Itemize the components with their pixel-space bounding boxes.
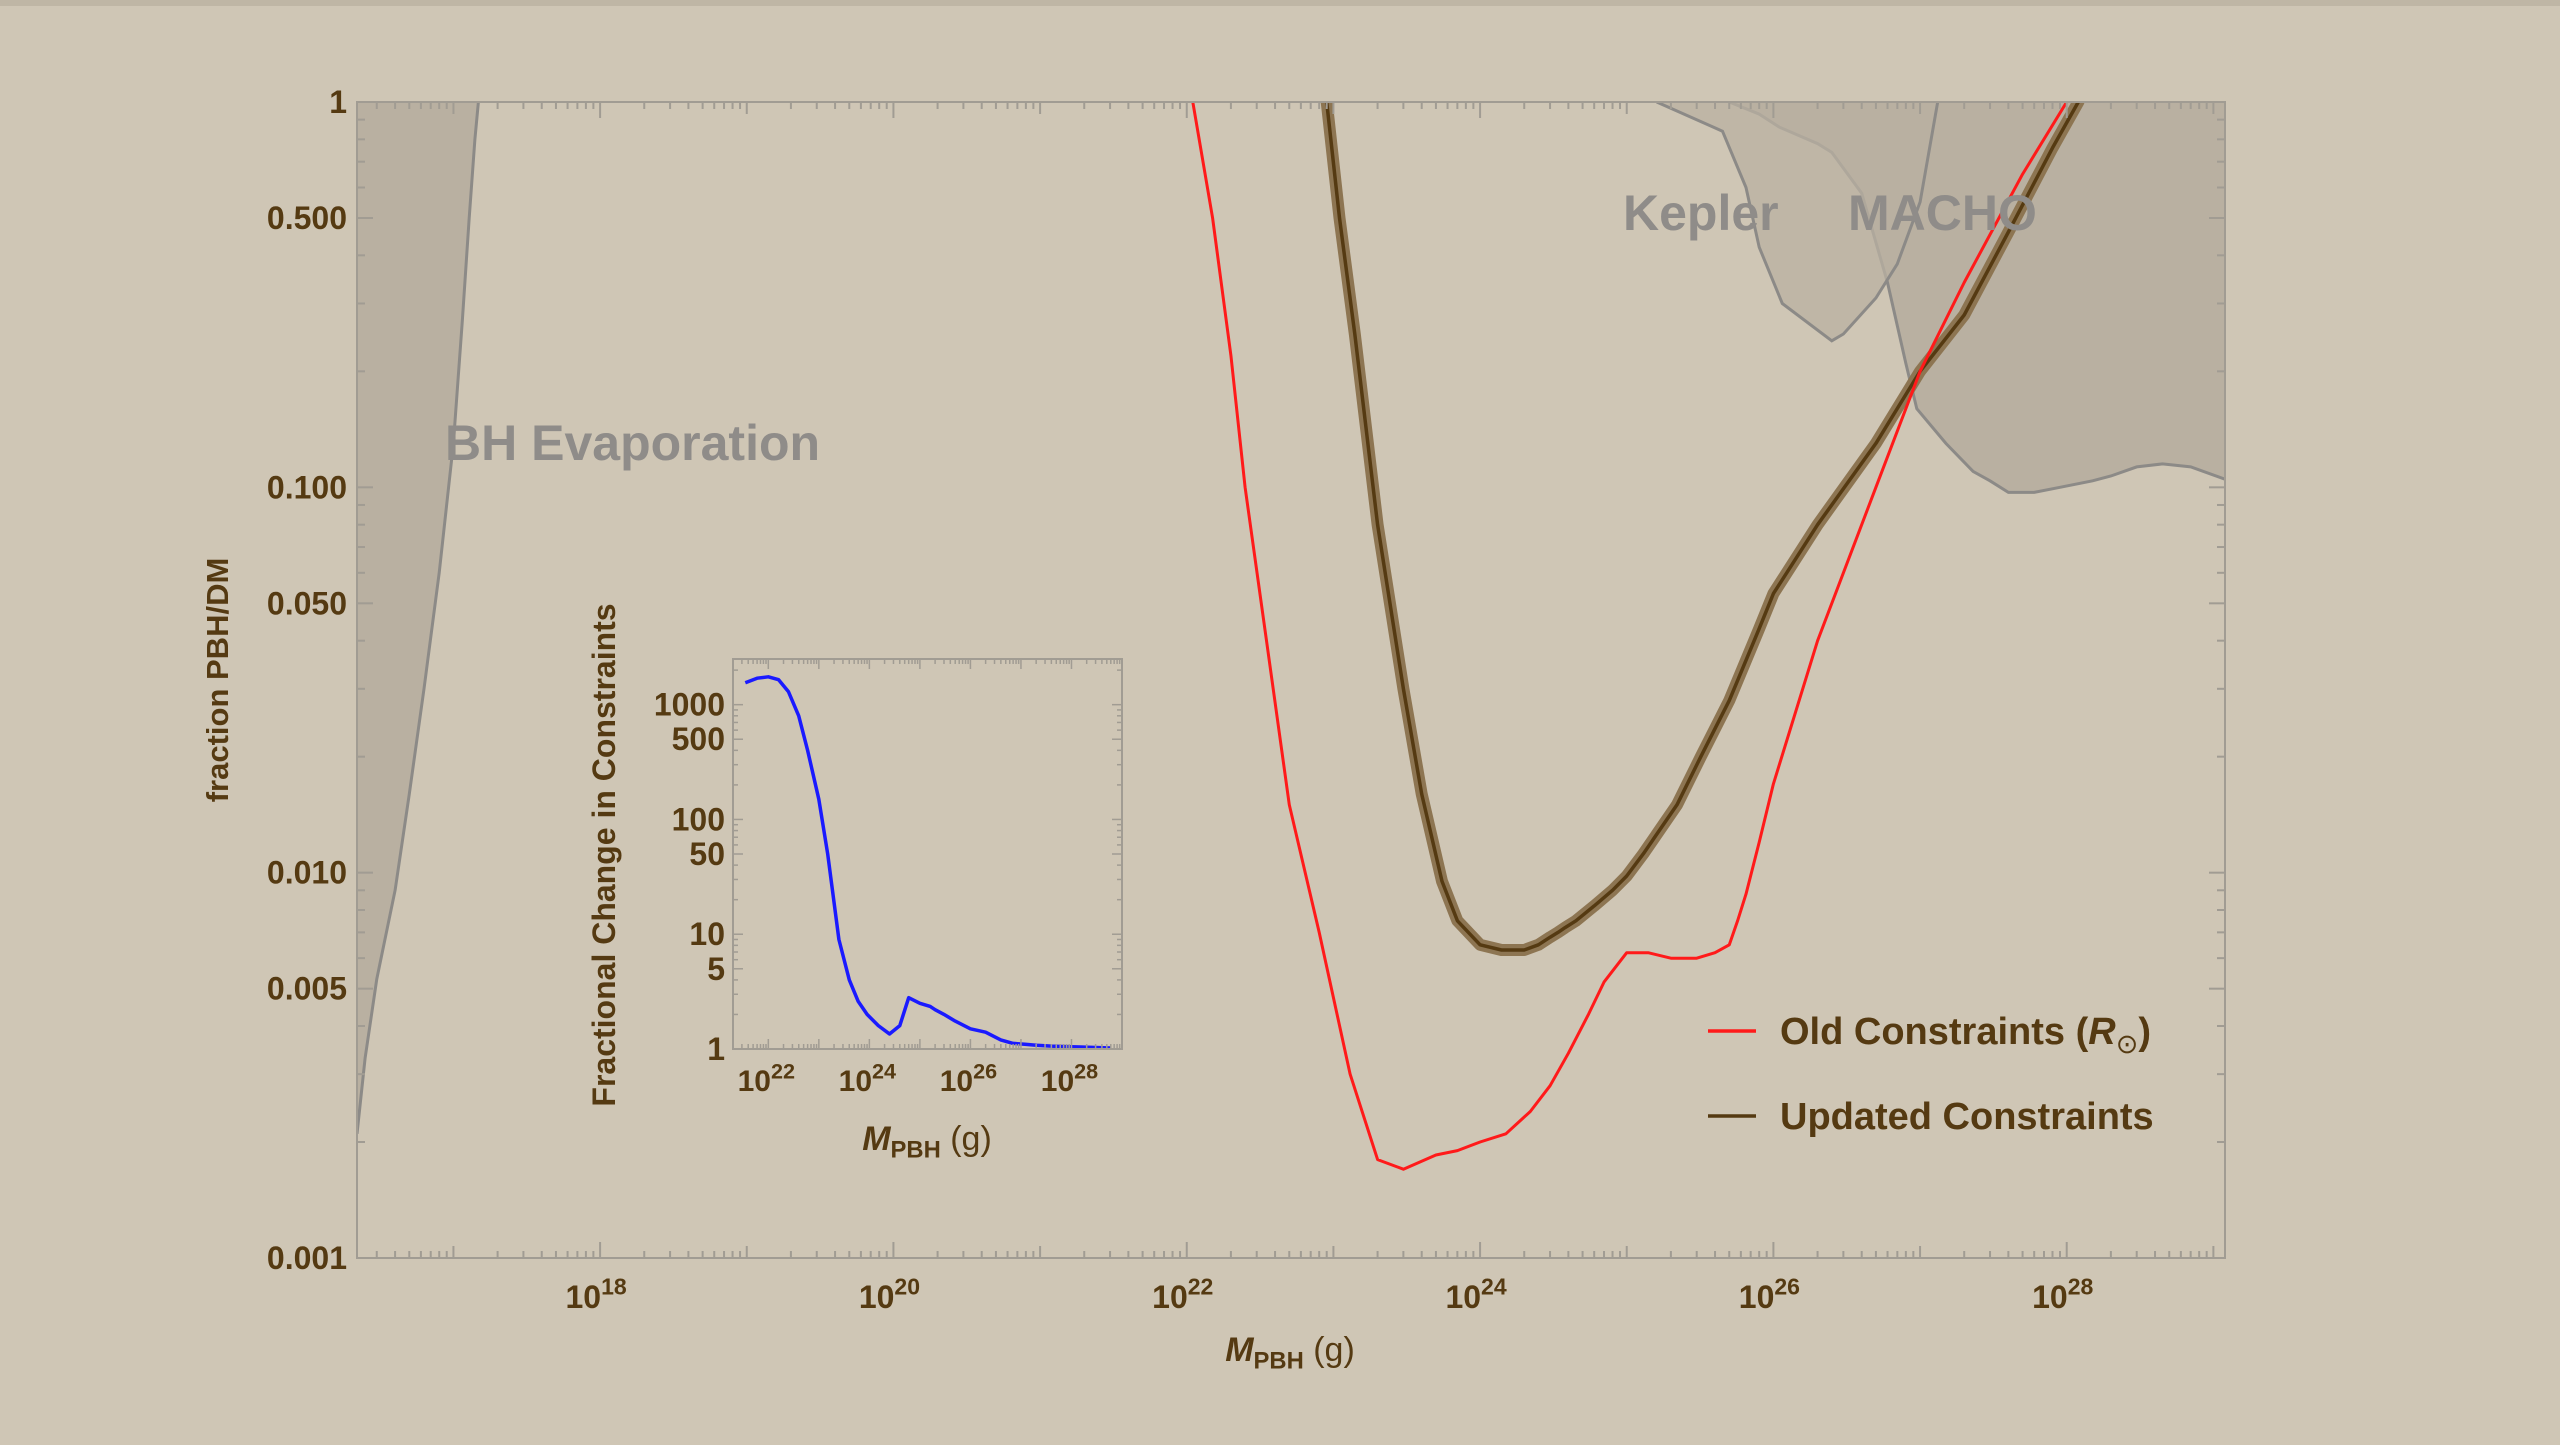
inset-plot-area [733,659,1122,1049]
x-tick-label-22-exp: 22 [1188,1274,1214,1300]
region-label-kepler: Kepler [1623,185,1779,241]
x-tick-label-24-base: 10 [1445,1279,1481,1315]
legend-label: Old Constraints (R⊙) [1780,1011,2151,1059]
inset-x-tick-label-26-base: 10 [940,1065,973,1098]
region-label-macho: MACHO [1848,185,2037,241]
x-tick-label-24-exp: 24 [1481,1274,1507,1300]
x-tick-label-20: 1020 [859,1274,920,1315]
x-tick-label-24: 1024 [1445,1274,1506,1315]
x-tick-label-26-exp: 26 [1774,1274,1800,1300]
region-bh-evaporation [357,102,479,1134]
region-kepler [1656,102,1938,341]
x-tick-label-26-base: 10 [1739,1279,1775,1315]
inset-x-axis-label-symbol: M [862,1120,891,1158]
inset-x-tick-label-24: 1024 [839,1058,896,1098]
legend: Old Constraints (R⊙) Updated Constraints [1708,1011,2154,1138]
plot-frame [356,101,2226,1259]
inset-x-tick-label-28-base: 10 [1041,1065,1074,1098]
inset-x-axis-label: MPBH (g) [862,1120,992,1163]
inset-x-tick-label-22-base: 10 [738,1065,771,1098]
legend-label: Updated Constraints [1780,1096,2154,1138]
legend-label-subscript: ⊙ [2116,1029,2139,1059]
x-tick-label-18-base: 10 [565,1279,601,1315]
y-tick-label: 0.001 [267,1240,347,1276]
x-axis-label: MPBH (g) [1225,1331,1355,1374]
inset-y-tick-label: 1 [707,1031,725,1067]
inset-clip-group [744,675,1111,1049]
y-axis-label: fraction PBH/DM [200,558,235,803]
legend-label-text: Old Constraints ( [1780,1011,2089,1053]
y-tick-label: 1 [329,84,347,120]
inset-x-tick-label-28-exp: 28 [1074,1058,1098,1083]
inset-x-tick-label-24-base: 10 [839,1065,872,1098]
region-bh-evaporation-edge [357,102,480,1134]
window-top-edge [0,0,2560,6]
inset-y-tick-label: 100 [672,801,725,837]
inset-x-tick-label-26-exp: 26 [973,1058,997,1083]
inset-x-tick-label-24-exp: 24 [872,1058,896,1083]
x-tick-label-18: 1018 [565,1274,626,1315]
legend-label-symbol: R [2088,1011,2116,1053]
x-tick-label-22: 1022 [1152,1274,1213,1315]
inset-x-tick-label-26: 1026 [940,1058,997,1098]
inset-series-fractional-change [744,675,1111,1049]
inset-x-axis-label-subscript: PBH [891,1136,941,1163]
plot-clip-group [357,102,2225,1171]
y-tick-label: 0.050 [267,585,347,621]
inset-x-tick-label-22-exp: 22 [771,1058,795,1083]
inset-y-tick-label: 500 [672,721,725,757]
region-label-bh-evaporation: BH Evaporation [445,415,820,471]
inset-x-tick-label-22: 1022 [738,1058,795,1098]
x-tick-label-20-base: 10 [859,1279,895,1315]
inset-y-tick-label: 50 [689,836,725,872]
region-kepler-edge [1656,102,1940,343]
inset-y-tick-label: 1000 [654,687,725,723]
x-tick-label-22-base: 10 [1152,1279,1188,1315]
series-updated-constraints [1324,102,2081,952]
x-axis-label-symbol: M [1225,1331,1254,1369]
y-tick-label: 0.100 [267,469,347,505]
inset-x-axis-label-unit: (g) [941,1120,992,1158]
x-tick-label-18-exp: 18 [601,1274,627,1300]
inset-x-tick-label-28: 1028 [1041,1058,1098,1098]
y-tick-label: 0.010 [267,855,347,891]
x-tick-label-20-exp: 20 [894,1274,920,1300]
x-axis-label-subscript: PBH [1254,1347,1304,1374]
y-tick-label: 0.500 [267,200,347,236]
main-plot: 1018 1020 1022 1024 1026 10280.0010.0050.0100… [200,84,2226,1374]
x-tick-label-28-exp: 28 [2068,1274,2094,1300]
x-axis-label-unit: (g) [1304,1331,1355,1369]
y-tick-label: 0.005 [267,971,347,1007]
x-tick-label-28-base: 10 [2032,1279,2068,1315]
legend-label-text: Updated Constraints [1780,1096,2154,1138]
series-old-constraints [1191,102,2069,1171]
legend-label-close: ) [2138,1011,2151,1053]
x-tick-label-28: 1028 [2032,1274,2093,1315]
inset-y-axis-label: Fractional Change in Constraints [586,603,622,1106]
legend-entry-old-constraints: Old Constraints (R⊙) [1708,1011,2151,1059]
inset-y-tick-label: 10 [689,916,725,952]
x-tick-label-26: 1026 [1739,1274,1800,1315]
legend-entry-updated-constraints: Updated Constraints [1708,1096,2154,1138]
inset-y-tick-label: 5 [707,951,725,987]
